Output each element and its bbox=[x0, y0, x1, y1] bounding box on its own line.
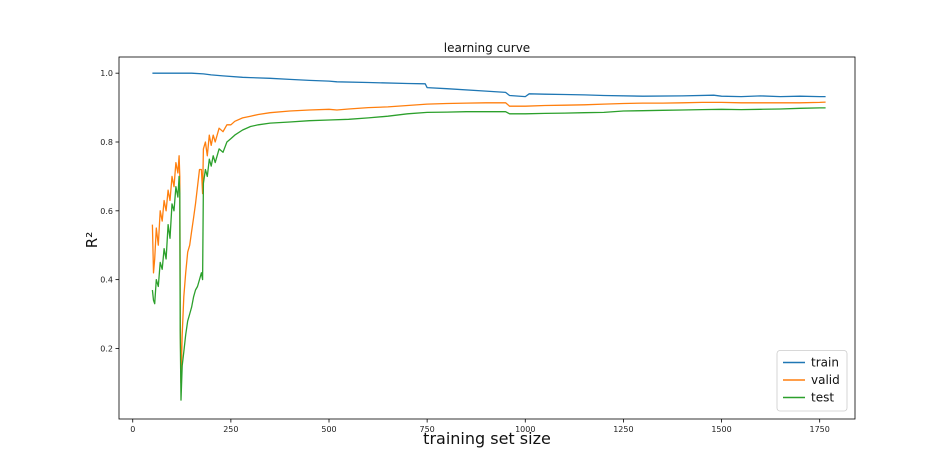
x-tick-label: 1750 bbox=[809, 425, 829, 434]
y-tick-label: 1.0 bbox=[100, 69, 113, 78]
y-axis-label: R² bbox=[83, 232, 101, 248]
x-tick-label: 250 bbox=[223, 425, 238, 434]
x-tick-label: 1500 bbox=[711, 425, 731, 434]
legend-label-train: train bbox=[811, 356, 839, 370]
x-tick-label: 750 bbox=[419, 425, 434, 434]
legend: train valid test bbox=[776, 350, 848, 412]
y-tick-label: 0.6 bbox=[100, 207, 113, 216]
legend-box bbox=[776, 350, 848, 412]
x-tick-label: 1000 bbox=[515, 425, 535, 434]
series-line-train bbox=[152, 72, 826, 98]
plot-frame bbox=[118, 56, 856, 420]
legend-label-valid: valid bbox=[811, 373, 840, 387]
x-tick-label: 1250 bbox=[613, 425, 633, 434]
legend-label-test: test bbox=[811, 391, 834, 405]
y-tick-label: 0.2 bbox=[100, 344, 113, 353]
x-axis-label: training set size bbox=[423, 429, 551, 448]
series-line-test bbox=[151, 107, 826, 401]
y-tick-label: 0.8 bbox=[100, 138, 113, 147]
x-tick-label: 500 bbox=[321, 425, 336, 434]
series-line-valid bbox=[151, 101, 826, 384]
chart-title: learning curve bbox=[444, 41, 530, 55]
y-tick-label: 0.4 bbox=[100, 276, 113, 285]
x-tick-label: 0 bbox=[130, 425, 135, 434]
